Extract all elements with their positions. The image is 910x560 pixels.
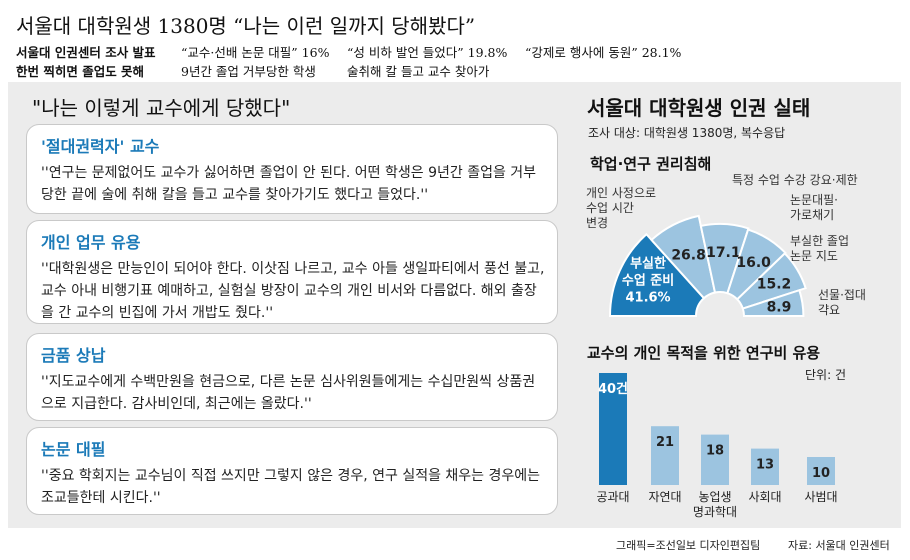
bar: [807, 457, 835, 485]
subheadline-label: 서울대 인권센터 조사 발표: [16, 45, 156, 60]
funds-chart-unit: 단위: 건: [805, 368, 846, 382]
slice-value: 41.6%: [625, 291, 670, 306]
quote-card-body: ''중요 학회지는 교수님이 직접 쓰지만 그렇지 않은 경우, 연구 실적을 …: [41, 468, 541, 506]
subheadline-row-1: 서울대 인권센터 조사 발표 “교수·선배 논문 대필” 16% “성 비하 발언 …: [16, 42, 681, 61]
slice-label-line: 논문대필·: [790, 193, 838, 207]
rights-chart-title: 학업·연구 권리침해: [590, 155, 712, 173]
pie-slice: [699, 222, 750, 295]
slice-label-gifts: 선물·접대 갹요: [818, 288, 866, 318]
slice-label-line: 갹요: [818, 303, 841, 317]
quote-card: '절대권력자' 교수 ''연구는 문제없어도 교수가 싫어하면 졸업이 안 된다…: [26, 124, 558, 214]
slice-label-line: 선물·접대: [818, 288, 866, 302]
headline: 서울대 대학원생 1380명 “나는 이런 일까지 당해봤다”: [16, 14, 476, 38]
bar-category-label: 자연대: [648, 490, 681, 504]
quote-card-body: ''연구는 문제없어도 교수가 싫어하면 졸업이 안 된다. 어떤 학생은 9년…: [41, 165, 537, 203]
bar-value-label: 21: [656, 435, 674, 450]
bar-value-label: 13: [756, 458, 774, 473]
subheadline-item: 9년간 졸업 거부당한 학생: [181, 64, 316, 79]
subheadline-label: 한번 찍히면 졸업도 못해: [16, 64, 145, 79]
slice-label-ghostwriting: 논문대필· 가로채기: [790, 193, 838, 223]
subheadline-item: 술취해 칼 들고 교수 찾아가: [347, 64, 490, 79]
slice-value: 16.0: [736, 255, 771, 271]
bar: [599, 373, 627, 485]
slice-label-thesis-guidance: 부실한 졸업 논문 지도: [790, 234, 849, 264]
bar: [651, 426, 679, 485]
slice-inner-label: 부실한: [630, 256, 666, 272]
quote-card: 금품 상납 ''지도교수에게 수백만원을 현금으로, 다른 논문 심사위원들에게…: [26, 333, 558, 421]
slice-label-line: 가로채기: [790, 208, 835, 222]
subheadline-item: “성 비하 발언 들었다” 19.8%: [347, 45, 508, 60]
slice-label-forced-course: 특정 수업 수강 강요·제한: [732, 173, 858, 187]
survey-subtitle: 조사 대상: 대학원생 1380명, 복수응답: [588, 126, 786, 140]
subheadline-item: “강제로 행사에 동원” 28.1%: [525, 45, 682, 60]
bar: [701, 434, 729, 485]
data-source: 자료: 서울대 인권센터: [788, 539, 890, 552]
pie-slice: [735, 252, 807, 310]
slice-label-line: 논문 지도: [790, 249, 838, 263]
bar-value-label: 18: [706, 444, 724, 459]
survey-title: 서울대 대학원생 인권 실태: [587, 96, 811, 120]
slice-value: 26.8: [671, 247, 706, 263]
subheadline-row-2: 한번 찍히면 졸업도 못해 9년간 졸업 거부당한 학생 술취해 칼 들고 교수 찾…: [16, 61, 489, 80]
bar-value-label: 10: [812, 466, 830, 481]
slice-inner-label: 수업 준비: [622, 274, 674, 289]
slice-value: 8.9: [767, 300, 792, 316]
quote-card-title: '절대권력자' 교수: [41, 137, 160, 156]
quote-card-title: 논문 대필: [41, 440, 106, 459]
graphic-credit: 그래픽=조선일보 디자인편집팀: [616, 539, 761, 552]
slice-label-line: 개인 사정으로: [586, 186, 657, 200]
quote-card-body: ''대학원생은 만능인이 되어야 한다. 이삿짐 나르고, 교수 아들 생일파티…: [41, 261, 545, 321]
pie-slice: [741, 288, 805, 317]
quote-card-body: ''지도교수에게 수백만원을 현금으로, 다른 논문 심사위원들에게는 수십만원…: [41, 374, 536, 412]
bar-value-label: 40건: [598, 381, 628, 397]
slice-label-line: 부실한 졸업: [790, 234, 850, 248]
slice-label-line: 수업 시간: [586, 201, 634, 215]
quote-card: 개인 업무 유용 ''대학원생은 만능인이 되어야 한다. 이삿짐 나르고, 교…: [26, 220, 558, 324]
slice-value: 15.2: [757, 277, 792, 293]
bar-category-label: 사범대: [804, 490, 837, 504]
pie-slice: [608, 232, 706, 317]
slice-label-line: 변경: [586, 216, 609, 230]
quote-card-title: 개인 업무 유용: [41, 233, 141, 252]
pie-slice: [650, 214, 717, 300]
bar: [751, 448, 779, 485]
funds-chart-title: 교수의 개인 목적을 위한 연구비 유용: [587, 344, 821, 362]
bar-category-label: 명과학대: [693, 505, 737, 519]
bar-category-label: 공과대: [596, 490, 629, 504]
subheadline-item: “교수·선배 논문 대필” 16%: [181, 45, 330, 60]
bar-category-label: 사회대: [748, 490, 781, 504]
quote-card: 논문 대필 ''중요 학회지는 교수님이 직접 쓰지만 그렇지 않은 경우, 연…: [26, 427, 558, 515]
slice-value: 17.1: [706, 245, 741, 261]
bar-category-label: 농업생: [698, 490, 731, 504]
quotes-title: "나는 이렇게 교수에게 당했다": [32, 96, 291, 120]
quote-card-title: 금품 상납: [41, 346, 106, 365]
slice-label-schedule-change: 개인 사정으로 수업 시간 변경: [586, 186, 656, 231]
